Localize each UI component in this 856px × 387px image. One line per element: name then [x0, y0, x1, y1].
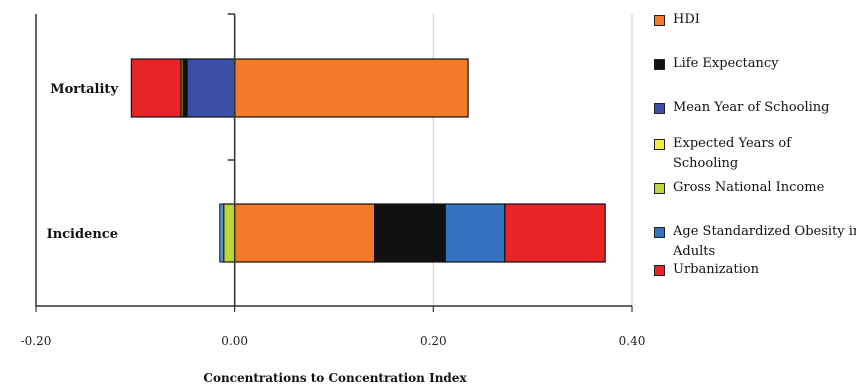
legend-item: Urbanization — [654, 260, 759, 280]
legend-swatch — [654, 15, 665, 26]
legend-label: Expected Years of Schooling — [673, 136, 792, 171]
category-label: Mortality — [50, 82, 118, 97]
bar-segment-gross-national-income — [223, 203, 236, 263]
legend-swatch — [654, 103, 665, 114]
legend-label: Urbanization — [673, 262, 759, 277]
legend-swatch — [654, 265, 665, 276]
legend-item: Age Standardized Obesity in Adults — [654, 222, 856, 262]
labels: -0.20 0.00 0.20 0.40 Mortality Incidence — [21, 82, 646, 348]
bar-segment-life-expectancy — [374, 203, 446, 263]
legend-label: Life Expectancy — [673, 56, 779, 71]
x-tick-label: -0.20 — [21, 334, 52, 348]
bar-segment-urbanization — [504, 203, 606, 263]
x-tick-label: 0.00 — [221, 334, 248, 348]
legend-item: Gross National Income — [654, 178, 824, 198]
legend-swatch — [654, 227, 665, 238]
legend-swatch — [654, 139, 665, 150]
legend-item: Mean Year of Schooling — [654, 98, 830, 118]
x-tick-label: 0.20 — [420, 334, 447, 348]
bar-segment-hdi — [234, 58, 469, 118]
legend-item: HDI — [654, 10, 700, 30]
bar-segment-minor — [219, 203, 225, 263]
legend-swatch — [654, 59, 665, 70]
bar-segment-urbanization — [130, 58, 182, 118]
category-label: Incidence — [47, 227, 118, 242]
legend-label: Age Standardized Obesity in Adults — [673, 224, 856, 259]
x-tick-label: 0.40 — [619, 334, 646, 348]
bar-segment-hdi — [234, 203, 376, 263]
legend-label: Gross National Income — [673, 180, 825, 195]
legend-label: Mean Year of Schooling — [673, 100, 830, 115]
x-axis-title: Concentrations to Concentration Index — [203, 371, 467, 385]
legend-item: Expected Years of Schooling — [654, 134, 853, 174]
bar-segment-mean-year-of-schooling — [186, 58, 236, 118]
bars — [130, 58, 606, 263]
legend-item: Life Expectancy — [654, 54, 779, 74]
legend-swatch — [654, 183, 665, 194]
bar-segment-age-standardized-obesity-in-adults — [444, 203, 506, 263]
axes — [35, 13, 633, 312]
legend-label: HDI — [673, 12, 700, 27]
